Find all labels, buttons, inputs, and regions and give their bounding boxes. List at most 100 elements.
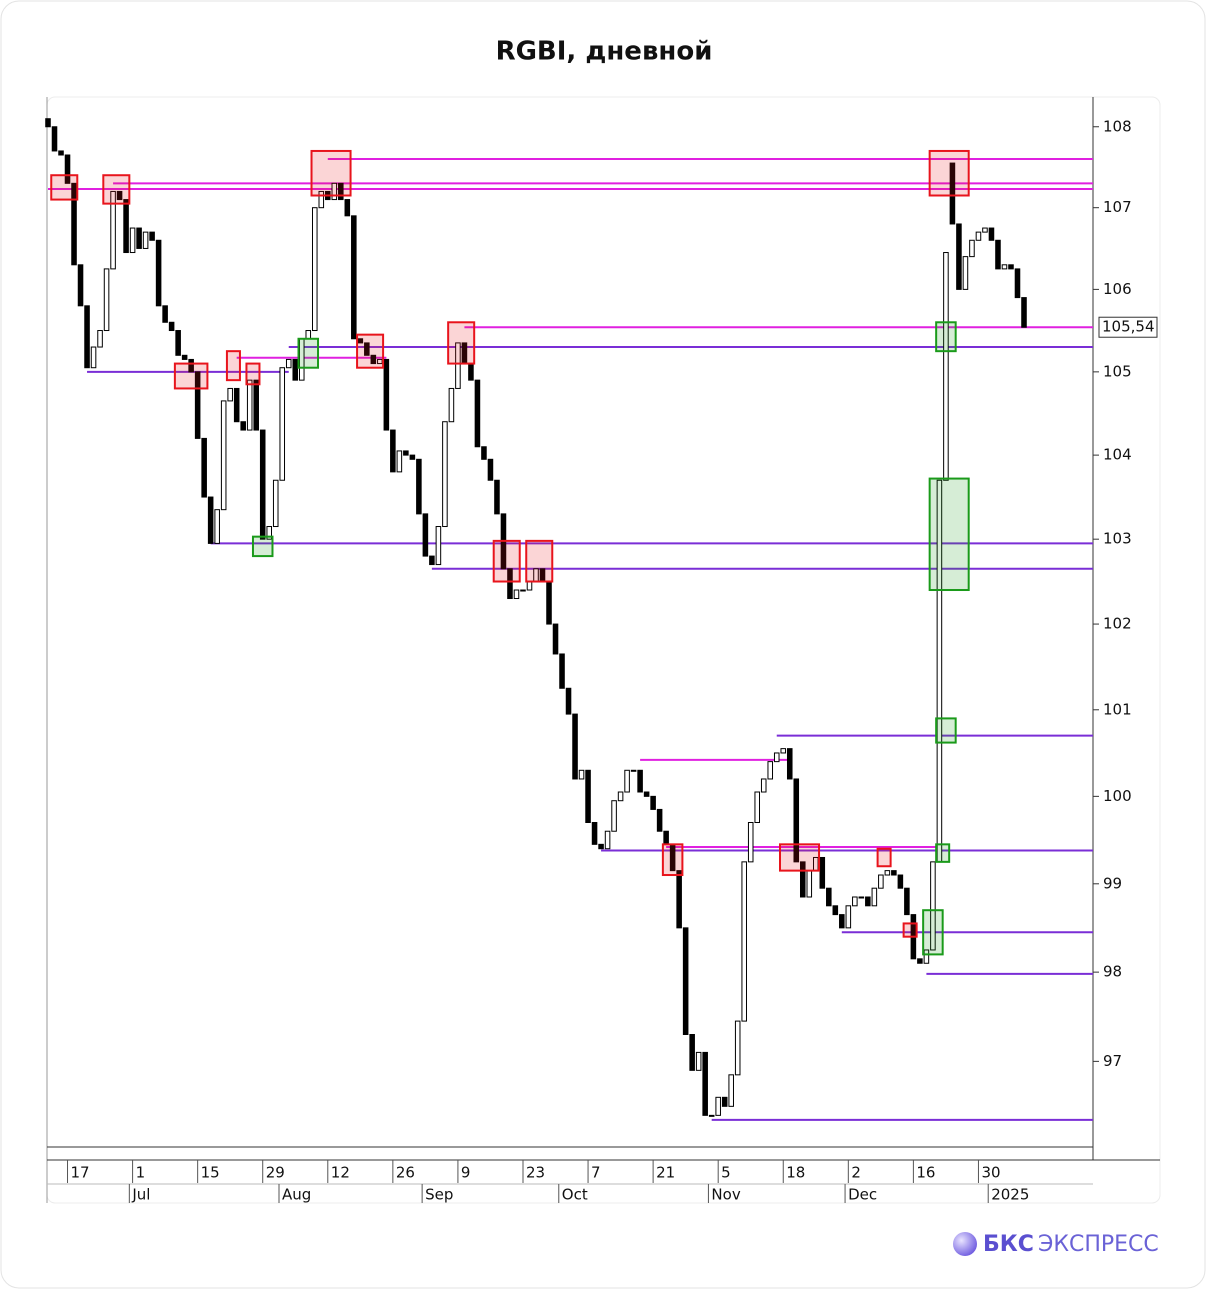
candle-body bbox=[689, 1034, 695, 1071]
x-tick-label: 1 bbox=[136, 1164, 146, 1182]
candle-body bbox=[364, 342, 370, 356]
candle-body bbox=[259, 429, 266, 540]
candle-body bbox=[806, 870, 813, 898]
candle-body bbox=[734, 1020, 741, 1076]
candle-body bbox=[604, 830, 611, 850]
candle-body bbox=[930, 861, 936, 951]
candle-body bbox=[71, 182, 77, 266]
candle-body bbox=[448, 387, 455, 423]
candle-body bbox=[175, 330, 181, 356]
candle-body bbox=[468, 363, 474, 381]
candle-body bbox=[429, 555, 435, 566]
brand-logo bbox=[953, 1232, 977, 1256]
last-price-label: 105,54 bbox=[1102, 318, 1155, 336]
candle-body bbox=[852, 896, 858, 907]
month-label: Jul bbox=[131, 1186, 150, 1204]
candle-body bbox=[422, 513, 429, 557]
x-tick-label: 5 bbox=[721, 1164, 731, 1182]
candle-body bbox=[663, 830, 669, 845]
candle-body bbox=[1001, 264, 1008, 270]
candle-body bbox=[832, 905, 839, 916]
candle-body bbox=[442, 421, 448, 528]
x-tick-label: 15 bbox=[201, 1164, 220, 1182]
candle-body bbox=[884, 870, 891, 876]
candle-body bbox=[826, 887, 832, 907]
y-tick-label: 105 bbox=[1103, 362, 1132, 380]
candle-body bbox=[988, 227, 995, 241]
candle-body bbox=[201, 437, 207, 498]
candle-body bbox=[982, 227, 988, 233]
candle-body bbox=[110, 190, 116, 270]
x-tick-label: 2 bbox=[851, 1164, 861, 1182]
highlight-box bbox=[876, 847, 892, 868]
month-label: Oct bbox=[562, 1186, 588, 1204]
candle-body bbox=[741, 861, 747, 1022]
candle-body bbox=[956, 223, 962, 290]
x-tick-label: 12 bbox=[331, 1164, 350, 1182]
candle-body bbox=[917, 958, 923, 964]
candle-body bbox=[819, 856, 826, 889]
candle-body bbox=[338, 182, 344, 201]
candle-body bbox=[793, 778, 800, 863]
candle-body bbox=[311, 207, 318, 332]
highlight-box bbox=[928, 477, 970, 592]
candle-body bbox=[396, 450, 403, 473]
candle-body bbox=[897, 874, 904, 889]
candle-body bbox=[142, 231, 149, 249]
y-tick-label: 98 bbox=[1103, 963, 1122, 981]
candle-body bbox=[58, 150, 64, 156]
candle-body bbox=[611, 800, 617, 832]
candle-body bbox=[84, 305, 90, 369]
candle-body bbox=[617, 791, 624, 802]
candle-body bbox=[370, 354, 377, 365]
x-tick-label: 18 bbox=[786, 1164, 805, 1182]
month-label: Dec bbox=[848, 1186, 877, 1204]
candle-body bbox=[728, 1074, 734, 1107]
candle-body bbox=[233, 387, 240, 423]
highlight-box bbox=[310, 149, 352, 197]
highlight-box bbox=[935, 843, 951, 863]
candle-body bbox=[487, 458, 494, 481]
highlight-box bbox=[492, 539, 521, 583]
candle-body bbox=[123, 199, 129, 254]
candle-body bbox=[116, 190, 123, 201]
candle-body bbox=[97, 330, 103, 348]
y-tick-label: 99 bbox=[1103, 874, 1122, 892]
candle-body bbox=[878, 874, 884, 889]
highlight-box bbox=[525, 539, 554, 583]
candle-body bbox=[51, 126, 58, 152]
candle-body bbox=[409, 454, 416, 460]
y-tick-label: 104 bbox=[1103, 446, 1132, 464]
highlight-box bbox=[661, 843, 684, 877]
candle-body bbox=[572, 713, 578, 780]
candle-body bbox=[923, 949, 930, 964]
candle-body bbox=[598, 843, 604, 850]
candle-body bbox=[656, 808, 663, 832]
highlight-box bbox=[779, 843, 821, 872]
month-label: Sep bbox=[425, 1186, 453, 1204]
candle-body bbox=[403, 450, 409, 456]
candle-body bbox=[214, 509, 220, 544]
candle-body bbox=[754, 791, 761, 823]
candle-body bbox=[279, 367, 286, 481]
candle-body bbox=[891, 870, 897, 876]
candle-body bbox=[780, 748, 787, 754]
candle-body bbox=[77, 264, 84, 307]
candle-body bbox=[435, 526, 442, 566]
brand-product: ЭКСПРЕСС bbox=[1038, 1232, 1159, 1257]
highlight-box bbox=[935, 717, 957, 744]
candle-body bbox=[637, 769, 643, 793]
highlight-box bbox=[928, 149, 970, 197]
candle-body bbox=[676, 870, 682, 929]
highlight-box bbox=[922, 909, 944, 956]
y-tick-label: 107 bbox=[1103, 198, 1132, 216]
candle-body bbox=[129, 227, 136, 254]
highlight-box bbox=[297, 337, 320, 369]
month-label: Nov bbox=[711, 1186, 740, 1204]
brand-name: БКС bbox=[983, 1232, 1034, 1257]
candle-body bbox=[975, 231, 982, 241]
candle-body bbox=[559, 653, 565, 689]
highlight-box bbox=[902, 922, 918, 938]
y-tick-label: 101 bbox=[1103, 700, 1132, 718]
